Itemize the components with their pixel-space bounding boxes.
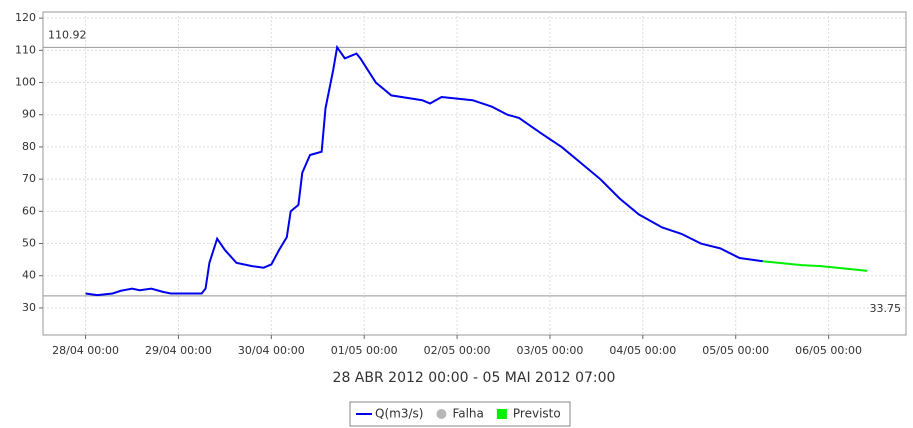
plot-area (42, 11, 907, 336)
series-line (85, 44, 763, 297)
x-tick-label: 30/04 00:00 (238, 344, 305, 357)
x-tick-label: 01/05 00:00 (331, 344, 398, 357)
legend-swatch (496, 409, 507, 419)
legend-label: Q(m3/s) (375, 407, 423, 421)
y-tick-label: 60 (22, 204, 36, 217)
y-tick-label: 50 (22, 237, 36, 250)
legend-label: Previsto (513, 407, 561, 421)
y-tick-label: 40 (22, 269, 36, 282)
legend-box (349, 401, 571, 427)
y-tick-label: 120 (15, 11, 36, 24)
y-tick-label: 100 (15, 76, 36, 89)
y-tick-label: 90 (22, 108, 36, 121)
x-tick-label: 06/05 00:00 (795, 344, 862, 357)
y-tick-label: 70 (22, 172, 36, 185)
y-tick-label: 30 (22, 301, 36, 314)
reference-label: 33.75 (870, 302, 902, 315)
legend-swatch (436, 409, 447, 419)
x-tick-label: 28/04 00:00 (52, 344, 119, 357)
x-tick-label: 05/05 00:00 (702, 344, 769, 357)
y-tick-label: 110 (15, 43, 36, 56)
x-axis-label: 28 ABR 2012 00:00 - 05 MAI 2012 07:00 (333, 370, 616, 386)
x-tick-label: 04/05 00:00 (609, 344, 676, 357)
x-tick-label: 03/05 00:00 (517, 344, 584, 357)
reference-label: 110.92 (48, 28, 87, 41)
x-tick-label: 29/04 00:00 (145, 344, 212, 357)
x-tick-label: 02/05 00:00 (424, 344, 491, 357)
series-line (762, 260, 868, 272)
y-tick-label: 80 (22, 140, 36, 153)
legend-label: Falha (452, 407, 483, 421)
